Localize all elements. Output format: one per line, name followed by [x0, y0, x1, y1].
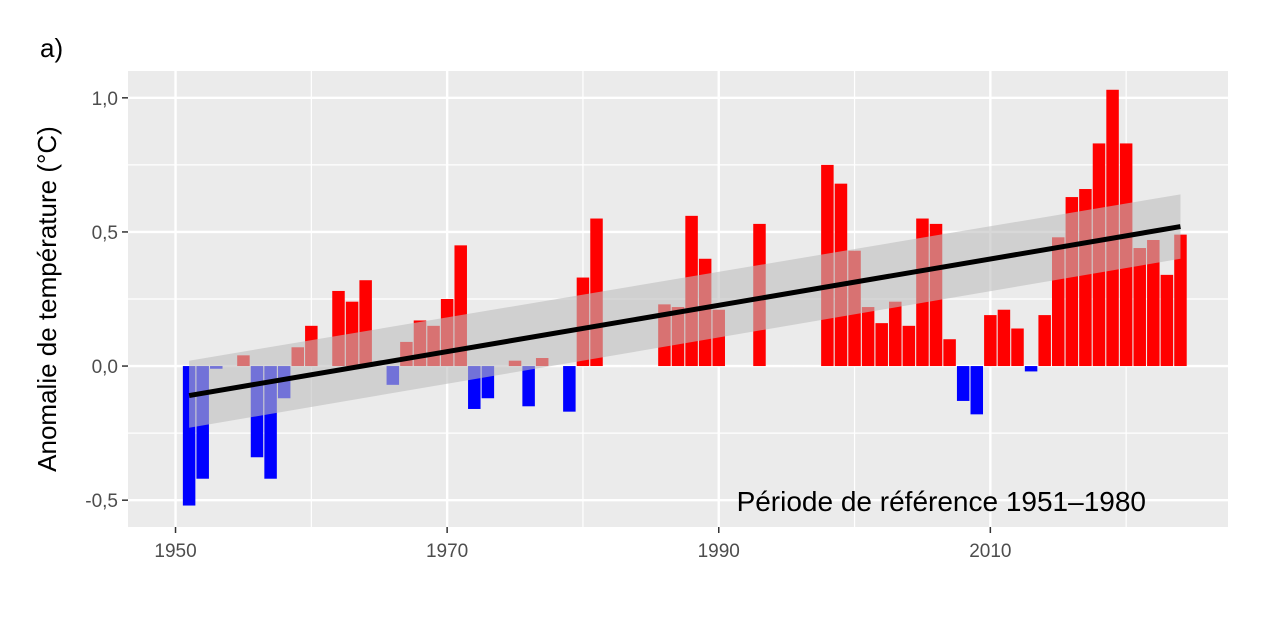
bar-2001 [861, 307, 875, 367]
bar-1979 [563, 366, 576, 412]
bar-2010 [984, 315, 997, 367]
bar-2023 [1160, 274, 1174, 367]
bar-2009 [970, 366, 984, 415]
bar-2013 [1024, 366, 1038, 372]
y-tick-label: 1,0 [92, 89, 118, 110]
x-tick-label: 1950 [154, 541, 196, 562]
bar-2011 [997, 309, 1011, 367]
bar-2008 [956, 366, 970, 401]
y-axis-label: Anomalie de température (°C) [32, 126, 62, 472]
bar-2014 [1038, 315, 1051, 367]
bar-1976 [522, 366, 535, 407]
y-tick-label: -0,5 [85, 491, 118, 512]
bar-2012 [1011, 328, 1024, 367]
x-tick-label: 2010 [969, 541, 1011, 562]
bar-2007 [943, 339, 956, 367]
bar-2024 [1174, 234, 1187, 367]
bar-2022 [1147, 239, 1160, 367]
x-tick-label: 1990 [698, 541, 740, 562]
y-axis: -0,5 0,0 0,5 1,0 [85, 89, 128, 512]
bar-2002 [875, 323, 888, 367]
trend-line [188, 224, 1181, 399]
bar-2003 [889, 301, 902, 367]
x-axis: 1950 1970 1990 2010 [154, 527, 1011, 562]
bar-2021 [1133, 248, 1146, 367]
trend-line-layer [188, 224, 1181, 399]
x-tick-label: 1970 [426, 541, 468, 562]
panel-tag: a) [40, 33, 63, 63]
y-tick-label: 0,0 [92, 357, 118, 378]
reference-period-annotation: Période de référence 1951–1980 [737, 486, 1146, 517]
bar-2004 [902, 325, 916, 367]
y-tick-label: 0,5 [92, 223, 118, 244]
